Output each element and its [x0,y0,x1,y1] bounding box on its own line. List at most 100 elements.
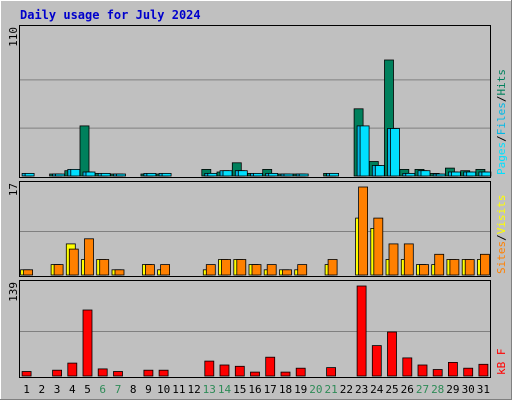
x-tick-label-day-29: 29 [446,383,459,396]
x-tick-label-day-16: 16 [248,383,261,396]
legend-entry: Visits [495,195,508,235]
bar-kb-f-day-28 [432,369,443,377]
x-tick-label-day-31: 31 [477,383,490,396]
bar-kb-f-day-30 [463,367,474,377]
bar-pages-day-21 [329,172,340,177]
bar-sites-day-18 [282,269,292,276]
bar-kb-f-day-10 [158,369,169,377]
bar-kb-f-day-15 [234,365,245,377]
bar-kb-f-day-6 [97,368,108,377]
bar-sites-day-7 [114,269,125,276]
bar-pages-day-7 [116,173,126,177]
bar-sites-day-27 [419,264,429,276]
y-max-label: 110 [7,27,20,47]
x-tick-label-day-17: 17 [264,383,277,396]
x-tick-label-day-10: 10 [157,383,170,396]
y-max-label: 139 [7,282,20,302]
x-tick-label-day-15: 15 [233,383,246,396]
panel-hits_files_pages: 110 Pages/Files/Hits [7,25,508,178]
bar-pages-day-10 [161,172,172,177]
x-tick-label-day-22: 22 [340,383,353,396]
bar-kb-f-day-5 [82,309,93,377]
bar-pages-day-3 [55,173,65,177]
x-tick-label-day-12: 12 [187,383,200,396]
bar-sites-day-1 [23,269,34,276]
bar-kb-f-day-23 [356,285,367,377]
bar-sites-day-25 [388,243,399,276]
x-tick-label-day-6: 6 [99,383,106,396]
legend-entry: Pages [495,142,508,175]
bar-sites-day-28 [434,253,445,276]
bar-kb-f-day-9 [143,369,154,377]
panel-border [19,181,491,277]
bar-kb-f-day-16 [250,371,260,377]
x-tick-label-day-14: 14 [218,383,232,396]
bar-sites-day-14 [221,259,231,276]
bar-pages-day-15 [237,170,248,177]
bar-pages-day-30 [466,171,477,177]
bar-sites-day-9 [144,264,155,276]
bar-kb-f-day-4 [67,362,78,377]
legend-entry: kB F [495,349,508,376]
bar-kb-f-day-14 [219,364,230,377]
x-tick-label-day-27: 27 [416,383,429,396]
x-tick-label-day-5: 5 [84,383,91,396]
bar-kb-f-day-7 [113,371,123,377]
bar-pages-day-4 [70,168,81,177]
y-max-label: 17 [7,183,20,196]
bar-sites-day-30 [464,259,475,276]
legend-visits_sites: Sites/Visits [495,195,508,275]
x-tick-label-day-19: 19 [294,383,307,396]
bar-sites-day-6 [99,259,110,276]
bar-kb-f-day-17 [265,356,276,377]
bar-kb-f-day-26 [402,357,413,377]
bar-sites-day-31 [479,253,490,276]
bar-pages-day-27 [420,170,431,177]
bar-pages-day-26 [405,172,416,177]
panel-border [19,280,491,378]
panel-kbytes: 139 kB F [7,280,508,378]
bar-sites-day-3 [53,264,64,276]
bar-kb-f-day-19 [295,367,306,377]
bar-pages-day-29 [450,171,461,177]
panel-frame [19,25,491,178]
x-tick-label-day-11: 11 [172,383,185,396]
bar-kb-f-day-1 [21,371,32,377]
bar-sites-day-29 [449,259,460,276]
bar-kb-f-day-21 [326,367,337,377]
x-tick-label-day-1: 1 [23,383,30,396]
legend-entry: / [495,135,508,142]
legend-entry: / [495,96,508,103]
panel-border [19,25,491,178]
bar-sites-day-17 [266,264,277,276]
x-tick-label-day-24: 24 [370,383,384,396]
bar-pages-day-5 [85,171,96,177]
bar-hits-day-5 [79,125,90,177]
bar-pages-day-24 [374,165,385,177]
bar-pages-day-6 [100,172,111,177]
bar-kb-f-day-27 [417,364,428,377]
legend-hits_files_pages: Pages/Files/Hits [495,69,508,175]
bar-kb-f-day-31 [478,363,489,377]
legend-entry: Files [495,102,508,135]
x-tick-label-day-2: 2 [38,383,45,396]
x-tick-label-day-23: 23 [355,383,368,396]
bar-sites-day-15 [236,259,247,276]
bar-sites-day-13 [205,264,216,276]
x-tick-label-day-20: 20 [309,383,322,396]
x-tick-label-day-8: 8 [130,383,137,396]
legend-entry: Sites [495,241,508,274]
bar-pages-day-14 [222,170,233,177]
bar-pages-day-19 [298,173,309,177]
bar-pages-day-18 [283,173,294,177]
bar-sites-day-24 [373,217,384,276]
panel-visits_sites: 17 Sites/Visits [7,181,508,277]
bar-kb-f-day-25 [387,331,397,377]
bar-pages-day-28 [435,173,446,177]
bar-pages-day-13 [207,172,218,177]
bar-pages-day-31 [481,171,492,177]
bar-kb-f-day-18 [280,371,291,377]
x-tick-label-day-3: 3 [54,383,61,396]
bar-pages-day-1 [24,172,35,177]
